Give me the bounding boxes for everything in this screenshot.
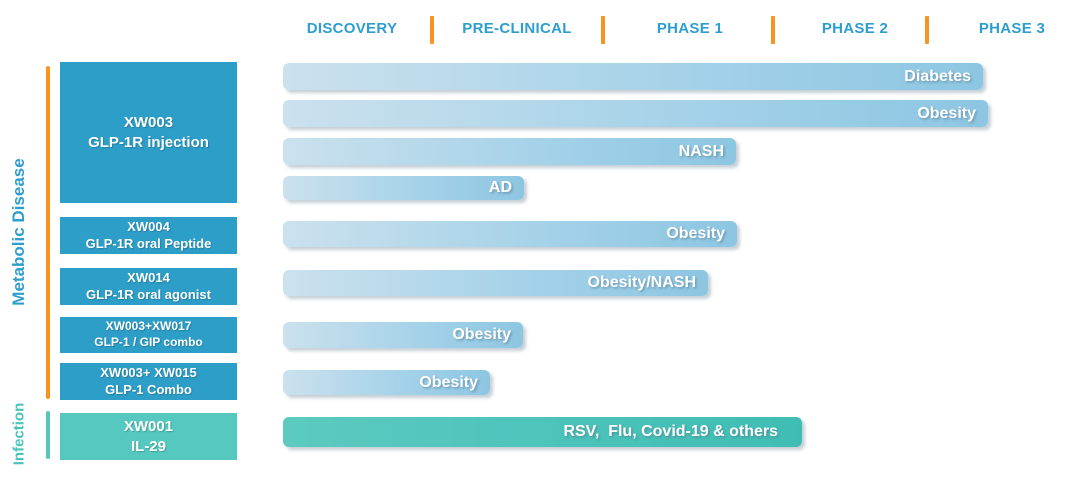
program-code: XW014 [127, 269, 170, 285]
pipeline-bar-obesity: Obesity [283, 221, 737, 247]
program-code: XW004 [127, 218, 170, 234]
program-description: GLP-1R oral Peptide [85, 235, 212, 251]
program-box-xw001: XW001 IL-29 [60, 413, 237, 460]
pipeline-bar-label: Obesity/NASH [587, 274, 696, 291]
program-box-xw014: XW014 GLP-1R oral agonist [60, 268, 237, 305]
program-code: XW003 [123, 114, 174, 131]
phase-label-phase-3: PHASE 3 [978, 20, 1046, 37]
program-code: XW003+ XW015 [100, 364, 197, 380]
phase-divider [925, 16, 929, 44]
phase-label-phase-2: PHASE 2 [821, 20, 889, 37]
phase-label-pre-clinical: PRE-CLINICAL [462, 20, 572, 37]
program-description: GLP-1R injection [88, 133, 209, 151]
infection-rail [46, 411, 50, 459]
phase-divider [430, 16, 434, 44]
program-box-xw004: XW004 GLP-1R oral Peptide [60, 217, 237, 254]
pipeline-bar-label: Obesity [666, 225, 725, 242]
pipeline-bar-obesity-nash: Obesity/NASH [283, 270, 708, 296]
pipeline-bar-obesity: Obesity [283, 100, 988, 127]
phase-label-discovery: DISCOVERY [306, 20, 398, 37]
program-box-xw003: XW003 GLP-1R injection [60, 62, 237, 203]
pipeline-bar-ad: AD [283, 176, 524, 200]
metabolic-disease-rail [46, 66, 50, 399]
category-label-infection: Infection [10, 402, 28, 466]
program-code: XW001 [123, 418, 174, 435]
pipeline-bar-nash: NASH [283, 138, 736, 165]
pipeline-bar-label: Obesity [917, 104, 976, 122]
pipeline-bar-label: Obesity [452, 326, 511, 343]
pipeline-bar-label: NASH [678, 142, 724, 160]
pipeline-bar-diabetes: Diabetes [283, 63, 983, 90]
program-code: XW003+XW017 [105, 319, 192, 334]
pipeline-bar-obesity: Obesity [283, 370, 490, 395]
program-box-xw003-xw015: XW003+ XW015 GLP-1 Combo [60, 363, 237, 400]
phase-label-phase-1: PHASE 1 [656, 20, 724, 37]
program-description: GLP-1 Combo [105, 381, 192, 397]
pipeline-bar-obesity: Obesity [283, 322, 523, 348]
phase-divider [601, 16, 605, 44]
program-description: GLP-1 / GIP combo [94, 335, 203, 349]
category-label-metabolic-disease: Metabolic Disease [9, 158, 28, 306]
phase-divider [771, 16, 775, 44]
program-box-xw003-xw017: XW003+XW017 GLP-1 / GIP combo [60, 317, 237, 353]
pipeline-bar-label: Diabetes [904, 67, 971, 85]
pipeline-bar-label: RSV, Flu, Covid-19 & others [563, 423, 778, 440]
pipeline-bar-label: Obesity [419, 373, 478, 391]
program-description: GLP-1R oral agonist [86, 286, 211, 302]
program-description: IL-29 [130, 437, 166, 455]
pipeline-bar-label: AD [488, 179, 512, 196]
pipeline-bar-rsv-flu-covid-19-others: RSV, Flu, Covid-19 & others [283, 417, 802, 447]
